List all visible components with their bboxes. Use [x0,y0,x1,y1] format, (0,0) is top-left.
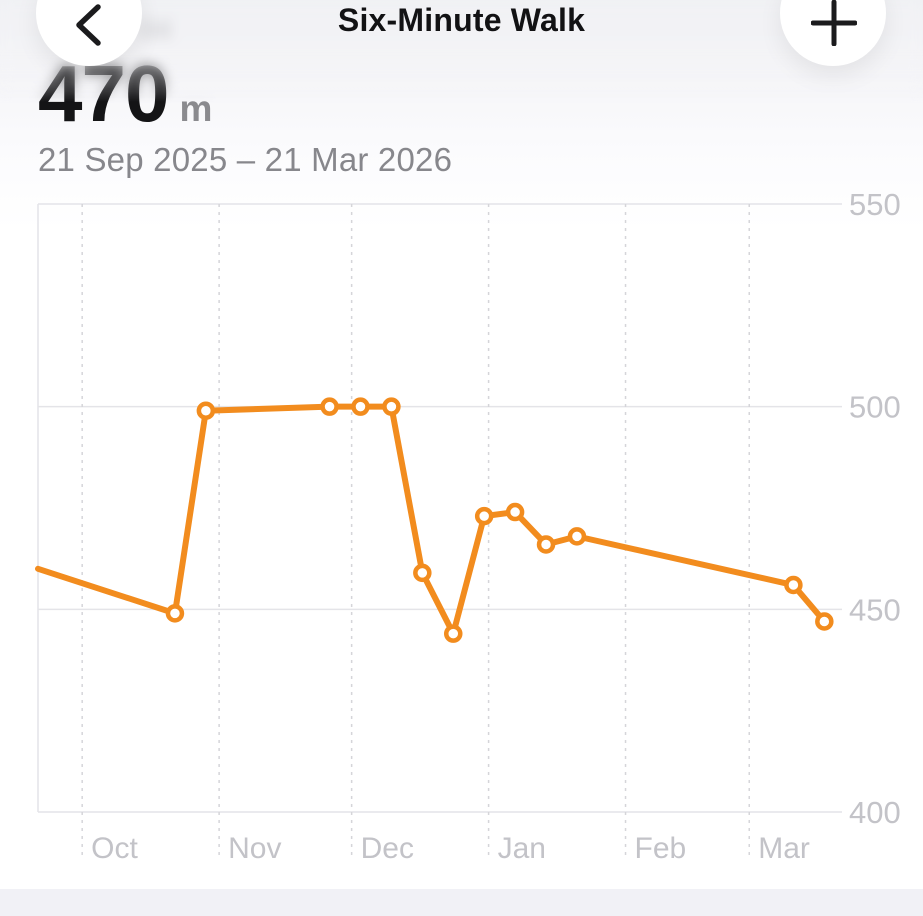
summary-value: 470 [38,49,169,138]
tab-bar [0,889,923,916]
x-axis-tick-label: Dec [361,832,414,865]
chart-point [784,575,803,595]
chart-point [320,397,339,416]
x-axis-tick-label: Oct [91,832,138,865]
chart-point [196,401,216,420]
page-title: Six-Minute Walk [337,2,586,38]
chart-point [413,563,432,583]
chart-point [444,624,463,643]
x-axis-tick-label: Jan [498,832,546,865]
chart-point [165,604,185,623]
chart-point [505,502,525,522]
chart-point [536,535,556,554]
chart-point [567,527,587,546]
summary-unit: m [179,88,213,129]
y-axis-tick-label: 450 [849,592,901,627]
chart-point [815,612,834,631]
x-axis-tick-label: Feb [635,832,687,865]
chart-point [382,397,401,416]
chart-point [351,397,370,416]
y-axis-tick-label: 500 [849,390,901,425]
x-axis-tick-label: Nov [228,832,281,865]
date-range-label: 21 Sep 2025 – 21 Mar 2026 [38,141,453,178]
data-line [35,403,828,637]
summary-value-row: 470 m [38,54,212,134]
x-axis-tick-label: Mar [758,832,810,865]
y-axis-tick-label: 400 [849,795,901,830]
chart-point [474,506,494,526]
y-axis-tick-label: 550 [849,187,901,222]
